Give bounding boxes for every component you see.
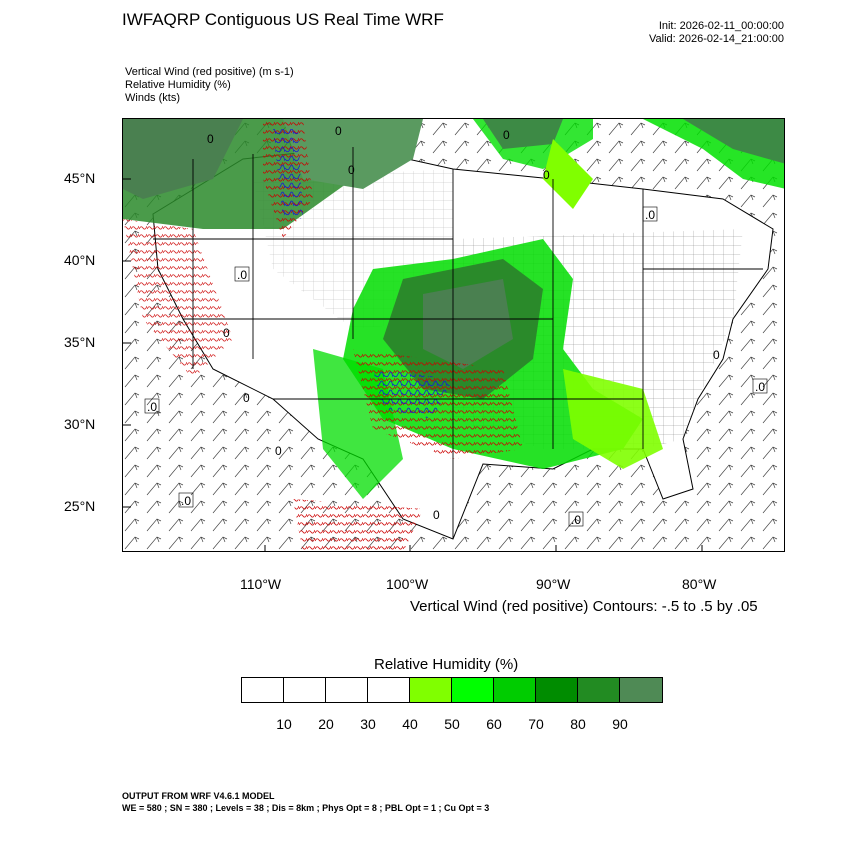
contour-label: 0 — [543, 168, 550, 182]
colorbar-swatch — [536, 678, 578, 702]
contour-label: 0 — [335, 124, 342, 138]
state-boundaries — [153, 147, 763, 539]
init-time: Init: 2026-02-11_00:00:00 — [658, 20, 784, 32]
lon-label-90: 90°W — [536, 576, 571, 592]
contour-label: .0 — [645, 208, 655, 222]
lat-label-25: 25°N — [64, 498, 96, 514]
contour-label: .0 — [181, 494, 191, 508]
lat-label-40: 40°N — [64, 252, 96, 268]
rh-southeast-edge — [563, 369, 663, 469]
lon-label-80: 80°W — [682, 576, 717, 592]
chart-title: IWFAQRP Contiguous US Real Time WRF — [122, 10, 444, 29]
map-canvas: 0 0 0 0 .0 0 .0 0 .0 0 0 .0 .0 .0 0 0 — [123, 119, 784, 551]
contour-note: Vertical Wind (red positive) Contours: -… — [410, 598, 758, 615]
colorbar-swatch — [620, 678, 662, 702]
rh-greatlakes — [543, 139, 593, 209]
valid-time: Valid: 2026-02-14_21:00:00 — [649, 33, 784, 45]
model-footer: OUTPUT FROM WRF V4.6.1 MODEL WE = 580 ; … — [122, 790, 489, 814]
lon-label-100: 100°W — [386, 576, 429, 592]
field-list: Vertical Wind (red positive) (m s-1) Rel… — [125, 66, 294, 105]
contour-label: .0 — [237, 268, 247, 282]
lat-label-35: 35°N — [64, 334, 96, 350]
colorbar-label: 10 — [276, 716, 292, 732]
weather-map: 0 0 0 0 .0 0 .0 0 .0 0 0 .0 .0 .0 0 0 — [122, 118, 785, 552]
colorbar-label: 30 — [360, 716, 376, 732]
footer-model: OUTPUT FROM WRF V4.6.1 MODEL — [122, 791, 275, 801]
updraft-california — [123, 219, 233, 379]
contour-label: 0 — [243, 391, 250, 405]
rh-northeast-core — [683, 119, 784, 164]
field-winds: Winds (kts) — [125, 92, 180, 104]
contour-label: 0 — [223, 326, 230, 340]
colorbar-swatch — [242, 678, 284, 702]
colorbar-swatch — [284, 678, 326, 702]
colorbar — [241, 677, 663, 703]
colorbar-swatch — [326, 678, 368, 702]
updraft-mexico — [293, 499, 423, 551]
contour-label: 0 — [713, 348, 720, 362]
contour-label: 0 — [503, 128, 510, 142]
contour-label: .0 — [755, 380, 765, 394]
colorbar-swatch — [494, 678, 536, 702]
lat-label-45: 45°N — [64, 170, 96, 186]
contour-label: .0 — [571, 513, 581, 527]
rh-canada-core — [483, 119, 563, 149]
colorbar-title: Relative Humidity (%) — [374, 656, 519, 673]
contour-labels: 0 0 0 0 .0 0 .0 0 .0 0 0 .0 .0 .0 0 0 — [144, 124, 768, 527]
field-relative-humidity: Relative Humidity (%) — [125, 79, 231, 91]
contour-label: 0 — [275, 444, 282, 458]
contour-label: 0 — [348, 163, 355, 177]
colorbar-swatch — [368, 678, 410, 702]
time-info: Init: 2026-02-11_00:00:00 Valid: 2026-02… — [649, 20, 784, 46]
contour-label: 0 — [207, 132, 214, 146]
colorbar-swatch — [578, 678, 620, 702]
contour-label: .0 — [147, 400, 157, 414]
colorbar-swatch — [452, 678, 494, 702]
footer-params: WE = 580 ; SN = 380 ; Levels = 38 ; Dis … — [122, 803, 490, 813]
lon-label-110: 110°W — [240, 576, 282, 592]
colorbar-label: 50 — [444, 716, 460, 732]
axis-ticks — [123, 178, 703, 551]
colorbar-label: 90 — [612, 716, 628, 732]
colorbar-label: 80 — [570, 716, 586, 732]
colorbar-label: 40 — [402, 716, 418, 732]
colorbar-label: 60 — [486, 716, 502, 732]
rh-central-darkest — [423, 279, 513, 369]
contour-label: 0 — [433, 508, 440, 522]
lat-label-30: 30°N — [64, 416, 96, 432]
field-vertical-wind: Vertical Wind (red positive) (m s-1) — [125, 66, 294, 78]
rh-northwest-core — [123, 119, 243, 199]
colorbar-label: 20 — [318, 716, 334, 732]
downdraft-texas — [373, 369, 453, 419]
downdraft-rockies-north — [273, 129, 303, 219]
colorbar-swatch — [410, 678, 452, 702]
colorbar-label: 70 — [528, 716, 544, 732]
